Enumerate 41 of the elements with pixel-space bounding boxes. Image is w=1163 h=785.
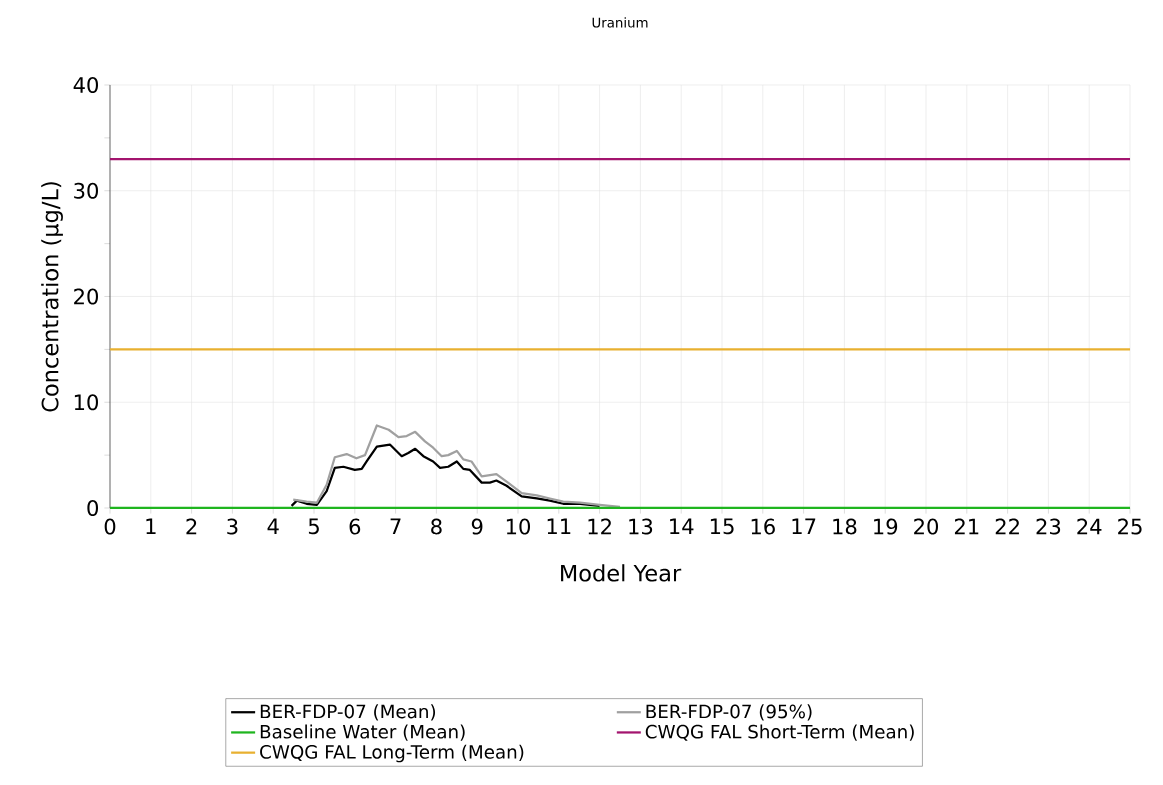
- y-tick-label: 20: [74, 288, 99, 305]
- x-tick-label: 17: [792, 518, 816, 534]
- x-tick-label: 12: [588, 518, 611, 535]
- legend-label: Baseline Water (Mean): [260, 724, 465, 741]
- x-tick-label: 3: [227, 518, 238, 535]
- x-tick-label: 16: [751, 518, 775, 535]
- x-tick-label: 13: [629, 518, 653, 535]
- x-tick-label: 2: [186, 518, 197, 535]
- x-tick-label: 15: [710, 518, 734, 535]
- x-tick-label: 1: [146, 518, 156, 534]
- x-axis-title: Model Year: [561, 564, 682, 582]
- x-tick-label: 5: [308, 518, 319, 535]
- x-tick-label: 21: [954, 518, 979, 535]
- x-tick-label: 25: [1118, 518, 1142, 535]
- y-tick-label: 10: [74, 394, 99, 411]
- line-series: [292, 424, 622, 509]
- legend-label: BER-FDP-07 (95%): [646, 704, 812, 721]
- x-tick-label: 6: [349, 518, 361, 535]
- x-tick-label: 19: [874, 518, 898, 535]
- y-tick-label: 0: [87, 500, 99, 516]
- line-series: [290, 443, 601, 508]
- legend-label: BER-FDP-07 (Mean): [260, 704, 436, 721]
- legend-label: CWQG FAL Long-Term (Mean): [260, 744, 524, 763]
- x-tick-label: 10: [506, 518, 531, 535]
- chart-title: Uranium: [592, 17, 648, 28]
- x-tick-label: 24: [1077, 518, 1102, 535]
- y-tick-label: 40: [73, 77, 99, 93]
- y-tick-label: 30: [74, 182, 99, 199]
- x-tick-label: 0: [104, 518, 116, 535]
- x-tick-label: 11: [547, 518, 571, 534]
- x-tick-label: 4: [267, 518, 279, 534]
- x-tick-label: 22: [995, 518, 1019, 535]
- x-tick-label: 20: [914, 518, 939, 535]
- x-tick-label: 7: [390, 518, 401, 534]
- x-tick-label: 14: [670, 518, 694, 534]
- x-tick-label: 18: [833, 518, 857, 535]
- x-tick-label: 9: [471, 518, 483, 535]
- x-tick-label: 8: [431, 518, 442, 535]
- x-tick-label: 23: [1036, 518, 1061, 535]
- y-axis-title: Concentration (µg/L): [41, 182, 63, 412]
- legend-label: CWQG FAL Short-Term (Mean): [645, 724, 914, 741]
